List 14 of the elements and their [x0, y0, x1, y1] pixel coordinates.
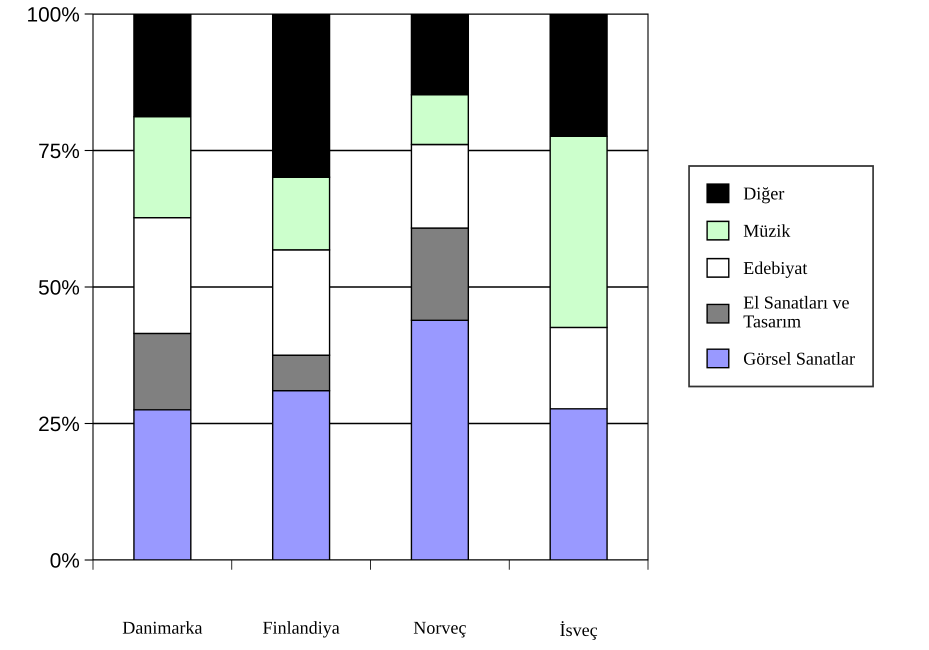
x-tick-label: Norveç	[414, 622, 466, 638]
legend-label: Müzik	[744, 224, 790, 237]
x-tick-label: Finlandiya	[263, 621, 340, 638]
legend-label: Diğer	[744, 187, 784, 204]
legend-label: Edebiyat	[744, 261, 808, 278]
legend-label: El Sanatları ve Tasarım	[744, 296, 849, 328]
y-tick-label: 100%	[28, 7, 80, 22]
y-tick-label: 50%	[38, 280, 80, 295]
y-tick-label: 25%	[39, 416, 80, 432]
x-tick-label: İsveç	[560, 621, 598, 640]
legend-label: Görsel Sanatlar	[744, 352, 855, 365]
y-tick-label: 0%	[50, 553, 80, 568]
y-tick-label: 75%	[39, 144, 80, 158]
x-tick-label: Danimarka	[122, 621, 202, 634]
